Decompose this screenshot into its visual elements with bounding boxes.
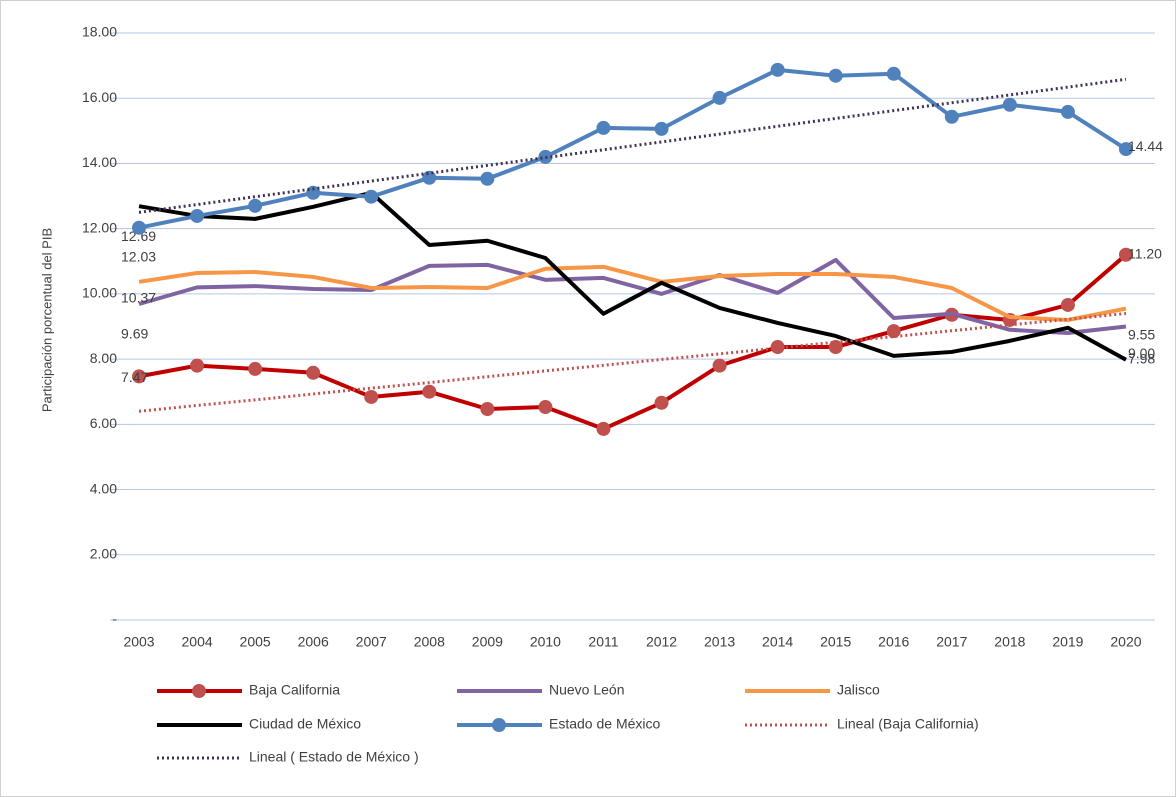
legend-label: Nuevo León xyxy=(549,682,625,698)
marker xyxy=(886,324,901,339)
marker xyxy=(364,189,379,204)
data-label: 9.55 xyxy=(1128,326,1155,342)
marker xyxy=(944,109,959,124)
data-label: 9.00 xyxy=(1128,345,1155,361)
marker xyxy=(712,90,727,105)
legend-label: Ciudad de México xyxy=(249,716,361,732)
marker xyxy=(422,384,437,399)
legend-label: Jalisco xyxy=(837,682,880,698)
x-tick-label: 2009 xyxy=(472,634,503,650)
marker xyxy=(132,220,147,235)
marker xyxy=(480,171,495,186)
x-tick-label: 2007 xyxy=(356,634,387,650)
marker xyxy=(828,68,843,83)
series-line xyxy=(138,264,1127,322)
marker xyxy=(248,361,263,376)
x-tick-label: 2015 xyxy=(820,634,851,650)
y-tick-label: 16.00 xyxy=(82,89,117,105)
series-line xyxy=(138,190,1127,362)
data-label: 10.37 xyxy=(121,290,156,306)
marker xyxy=(422,170,437,185)
data-label: 12.69 xyxy=(121,228,156,244)
marker xyxy=(364,389,379,404)
x-tick-label: 2008 xyxy=(414,634,445,650)
x-tick-label: 2018 xyxy=(994,634,1025,650)
data-label: 9.69 xyxy=(121,326,148,342)
marker xyxy=(596,120,611,135)
legend-label: Lineal ( Estado de México ) xyxy=(249,749,419,765)
x-tick-label: 2011 xyxy=(588,634,618,650)
x-tick-label: 2006 xyxy=(298,634,329,650)
x-tick-label: 2003 xyxy=(123,634,154,650)
marker xyxy=(538,400,553,415)
x-tick-label: 2012 xyxy=(646,634,677,650)
marker xyxy=(248,198,263,213)
marker xyxy=(132,369,147,384)
x-tick-label: 2005 xyxy=(240,634,271,650)
marker xyxy=(1118,142,1133,157)
marker xyxy=(1060,297,1075,312)
legend-label: Lineal (Baja California) xyxy=(837,716,979,732)
y-tick-label: 10.00 xyxy=(82,285,117,301)
trend-line xyxy=(138,311,1127,413)
marker xyxy=(1002,97,1017,112)
x-tick-label: 2014 xyxy=(762,634,793,650)
y-tick-label: - xyxy=(112,611,117,627)
marker xyxy=(1060,104,1075,119)
legend-label: Estado de México xyxy=(549,716,660,732)
legend-label: Baja California xyxy=(249,682,340,698)
legend-marker xyxy=(492,718,506,732)
marker xyxy=(306,365,321,380)
y-tick-label: 6.00 xyxy=(90,415,117,431)
y-tick-label: 8.00 xyxy=(90,350,117,366)
trend-line xyxy=(138,77,1127,214)
marker xyxy=(654,121,669,136)
data-label: 14.44 xyxy=(1128,138,1163,154)
data-label: 11.20 xyxy=(1128,245,1162,261)
marker xyxy=(886,66,901,81)
marker xyxy=(654,395,669,410)
x-tick-label: 2010 xyxy=(530,634,561,650)
x-tick-label: 2020 xyxy=(1110,634,1141,650)
x-tick-label: 2004 xyxy=(182,634,213,650)
y-axis-label: Participación porcentual del PIB xyxy=(39,228,54,412)
marker xyxy=(306,185,321,200)
y-tick-label: 4.00 xyxy=(90,480,117,496)
data-label: 7.47 xyxy=(121,369,148,385)
marker xyxy=(190,208,205,223)
marker xyxy=(480,402,495,417)
series-line xyxy=(138,257,1127,336)
x-tick-label: 2013 xyxy=(704,634,735,650)
marker xyxy=(190,358,205,373)
marker xyxy=(712,358,727,373)
x-tick-label: 2017 xyxy=(936,634,967,650)
y-tick-label: 14.00 xyxy=(82,154,117,170)
data-label: 12.03 xyxy=(121,248,156,264)
legend-marker xyxy=(192,684,206,698)
y-tick-label: 2.00 xyxy=(90,545,117,561)
series-line xyxy=(138,67,1128,230)
y-tick-label: 18.00 xyxy=(82,24,117,40)
x-tick-label: 2016 xyxy=(878,634,909,650)
data-label: 7.98 xyxy=(1128,350,1155,366)
marker xyxy=(596,421,611,436)
marker xyxy=(1118,247,1133,262)
x-tick-label: 2019 xyxy=(1052,634,1083,650)
y-tick-label: 12.00 xyxy=(82,219,117,235)
marker xyxy=(770,62,785,77)
